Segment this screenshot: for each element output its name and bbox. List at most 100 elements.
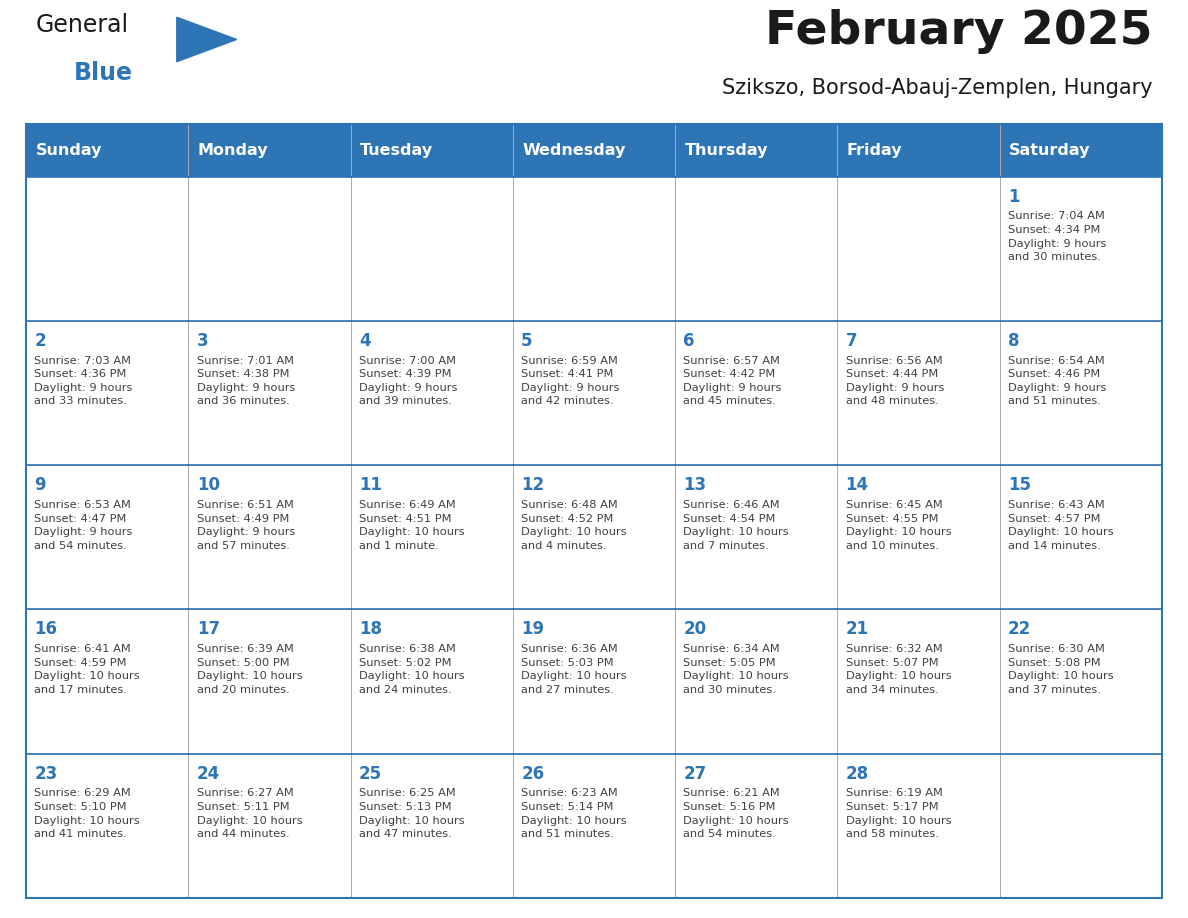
Text: Sunrise: 6:57 AM
Sunset: 4:42 PM
Daylight: 9 hours
and 45 minutes.: Sunrise: 6:57 AM Sunset: 4:42 PM Dayligh… (683, 355, 782, 407)
Text: Sunrise: 6:30 AM
Sunset: 5:08 PM
Daylight: 10 hours
and 37 minutes.: Sunrise: 6:30 AM Sunset: 5:08 PM Dayligh… (1007, 644, 1113, 695)
Text: Sunrise: 7:04 AM
Sunset: 4:34 PM
Daylight: 9 hours
and 30 minutes.: Sunrise: 7:04 AM Sunset: 4:34 PM Dayligh… (1007, 211, 1106, 263)
Text: 19: 19 (522, 621, 544, 638)
Bar (350, 465, 513, 610)
Bar (838, 754, 999, 898)
Text: 22: 22 (1007, 621, 1031, 638)
Text: Sunrise: 6:46 AM
Sunset: 4:54 PM
Daylight: 10 hours
and 7 minutes.: Sunrise: 6:46 AM Sunset: 4:54 PM Dayligh… (683, 500, 789, 551)
Text: 5: 5 (522, 331, 532, 350)
Bar (189, 176, 350, 320)
Text: Sunrise: 6:45 AM
Sunset: 4:55 PM
Daylight: 10 hours
and 10 minutes.: Sunrise: 6:45 AM Sunset: 4:55 PM Dayligh… (846, 500, 952, 551)
Bar (838, 465, 999, 610)
Bar (189, 610, 350, 754)
Bar (838, 176, 999, 320)
Bar (513, 754, 675, 898)
Text: Blue: Blue (74, 61, 133, 84)
Text: 6: 6 (683, 331, 695, 350)
Text: 12: 12 (522, 476, 544, 494)
Text: Sunrise: 6:32 AM
Sunset: 5:07 PM
Daylight: 10 hours
and 34 minutes.: Sunrise: 6:32 AM Sunset: 5:07 PM Dayligh… (846, 644, 952, 695)
Bar (838, 610, 999, 754)
Bar (189, 320, 350, 465)
Text: 9: 9 (34, 476, 46, 494)
Text: General: General (36, 14, 128, 38)
Bar (26, 320, 189, 465)
Text: Sunrise: 6:54 AM
Sunset: 4:46 PM
Daylight: 9 hours
and 51 minutes.: Sunrise: 6:54 AM Sunset: 4:46 PM Dayligh… (1007, 355, 1106, 407)
Text: 11: 11 (359, 476, 383, 494)
Bar (999, 465, 1162, 610)
Bar (675, 124, 838, 176)
Text: Wednesday: Wednesday (523, 142, 626, 158)
Bar (350, 610, 513, 754)
Text: 18: 18 (359, 621, 383, 638)
Text: Monday: Monday (198, 142, 268, 158)
Bar (26, 176, 189, 320)
Bar (675, 610, 838, 754)
Bar (675, 754, 838, 898)
Text: 7: 7 (846, 331, 858, 350)
Text: Sunrise: 6:51 AM
Sunset: 4:49 PM
Daylight: 9 hours
and 57 minutes.: Sunrise: 6:51 AM Sunset: 4:49 PM Dayligh… (197, 500, 295, 551)
Text: February 2025: February 2025 (765, 9, 1152, 54)
Bar (26, 754, 189, 898)
Text: 25: 25 (359, 765, 383, 782)
Bar (675, 320, 838, 465)
Text: 16: 16 (34, 621, 57, 638)
Text: 26: 26 (522, 765, 544, 782)
Bar (999, 320, 1162, 465)
Polygon shape (177, 17, 236, 62)
Text: Sunrise: 6:23 AM
Sunset: 5:14 PM
Daylight: 10 hours
and 51 minutes.: Sunrise: 6:23 AM Sunset: 5:14 PM Dayligh… (522, 789, 627, 839)
Text: Thursday: Thursday (684, 142, 769, 158)
Text: 13: 13 (683, 476, 707, 494)
Text: Sunrise: 7:00 AM
Sunset: 4:39 PM
Daylight: 9 hours
and 39 minutes.: Sunrise: 7:00 AM Sunset: 4:39 PM Dayligh… (359, 355, 457, 407)
Text: 23: 23 (34, 765, 58, 782)
Text: Saturday: Saturday (1009, 142, 1091, 158)
Text: Sunrise: 7:03 AM
Sunset: 4:36 PM
Daylight: 9 hours
and 33 minutes.: Sunrise: 7:03 AM Sunset: 4:36 PM Dayligh… (34, 355, 133, 407)
Bar (513, 176, 675, 320)
Bar (26, 465, 189, 610)
Text: Sunrise: 6:27 AM
Sunset: 5:11 PM
Daylight: 10 hours
and 44 minutes.: Sunrise: 6:27 AM Sunset: 5:11 PM Dayligh… (197, 789, 302, 839)
Bar (26, 124, 189, 176)
Bar (513, 610, 675, 754)
Bar (189, 754, 350, 898)
Bar (999, 124, 1162, 176)
Text: 21: 21 (846, 621, 868, 638)
Text: Szikszo, Borsod-Abauj-Zemplen, Hungary: Szikszo, Borsod-Abauj-Zemplen, Hungary (722, 78, 1152, 98)
Bar (350, 754, 513, 898)
Text: 27: 27 (683, 765, 707, 782)
Text: 10: 10 (197, 476, 220, 494)
Bar (189, 124, 350, 176)
Text: Sunrise: 6:21 AM
Sunset: 5:16 PM
Daylight: 10 hours
and 54 minutes.: Sunrise: 6:21 AM Sunset: 5:16 PM Dayligh… (683, 789, 789, 839)
Text: 2: 2 (34, 331, 46, 350)
Text: Sunrise: 6:36 AM
Sunset: 5:03 PM
Daylight: 10 hours
and 27 minutes.: Sunrise: 6:36 AM Sunset: 5:03 PM Dayligh… (522, 644, 627, 695)
Bar (350, 176, 513, 320)
Text: Sunrise: 6:34 AM
Sunset: 5:05 PM
Daylight: 10 hours
and 30 minutes.: Sunrise: 6:34 AM Sunset: 5:05 PM Dayligh… (683, 644, 789, 695)
Bar (838, 124, 999, 176)
Text: Friday: Friday (847, 142, 903, 158)
Text: Sunrise: 6:38 AM
Sunset: 5:02 PM
Daylight: 10 hours
and 24 minutes.: Sunrise: 6:38 AM Sunset: 5:02 PM Dayligh… (359, 644, 465, 695)
Text: Sunrise: 6:49 AM
Sunset: 4:51 PM
Daylight: 10 hours
and 1 minute.: Sunrise: 6:49 AM Sunset: 4:51 PM Dayligh… (359, 500, 465, 551)
Text: 14: 14 (846, 476, 868, 494)
Text: Sunrise: 6:29 AM
Sunset: 5:10 PM
Daylight: 10 hours
and 41 minutes.: Sunrise: 6:29 AM Sunset: 5:10 PM Dayligh… (34, 789, 140, 839)
Text: Sunrise: 7:01 AM
Sunset: 4:38 PM
Daylight: 9 hours
and 36 minutes.: Sunrise: 7:01 AM Sunset: 4:38 PM Dayligh… (197, 355, 295, 407)
Text: Sunrise: 6:48 AM
Sunset: 4:52 PM
Daylight: 10 hours
and 4 minutes.: Sunrise: 6:48 AM Sunset: 4:52 PM Dayligh… (522, 500, 627, 551)
Text: 24: 24 (197, 765, 220, 782)
Text: 17: 17 (197, 621, 220, 638)
Bar (513, 124, 675, 176)
Text: 1: 1 (1007, 187, 1019, 206)
Text: 3: 3 (197, 331, 208, 350)
Bar (513, 465, 675, 610)
Text: Sunrise: 6:56 AM
Sunset: 4:44 PM
Daylight: 9 hours
and 48 minutes.: Sunrise: 6:56 AM Sunset: 4:44 PM Dayligh… (846, 355, 944, 407)
Text: 28: 28 (846, 765, 868, 782)
Text: Sunrise: 6:43 AM
Sunset: 4:57 PM
Daylight: 10 hours
and 14 minutes.: Sunrise: 6:43 AM Sunset: 4:57 PM Dayligh… (1007, 500, 1113, 551)
Text: 15: 15 (1007, 476, 1031, 494)
Text: Sunrise: 6:19 AM
Sunset: 5:17 PM
Daylight: 10 hours
and 58 minutes.: Sunrise: 6:19 AM Sunset: 5:17 PM Dayligh… (846, 789, 952, 839)
Bar (350, 124, 513, 176)
Bar (999, 610, 1162, 754)
Bar (838, 320, 999, 465)
Bar (513, 320, 675, 465)
Text: 20: 20 (683, 621, 707, 638)
Text: Sunrise: 6:53 AM
Sunset: 4:47 PM
Daylight: 9 hours
and 54 minutes.: Sunrise: 6:53 AM Sunset: 4:47 PM Dayligh… (34, 500, 133, 551)
Bar (675, 176, 838, 320)
Bar (675, 465, 838, 610)
Text: 8: 8 (1007, 331, 1019, 350)
Text: Sunrise: 6:25 AM
Sunset: 5:13 PM
Daylight: 10 hours
and 47 minutes.: Sunrise: 6:25 AM Sunset: 5:13 PM Dayligh… (359, 789, 465, 839)
Text: Sunrise: 6:41 AM
Sunset: 4:59 PM
Daylight: 10 hours
and 17 minutes.: Sunrise: 6:41 AM Sunset: 4:59 PM Dayligh… (34, 644, 140, 695)
